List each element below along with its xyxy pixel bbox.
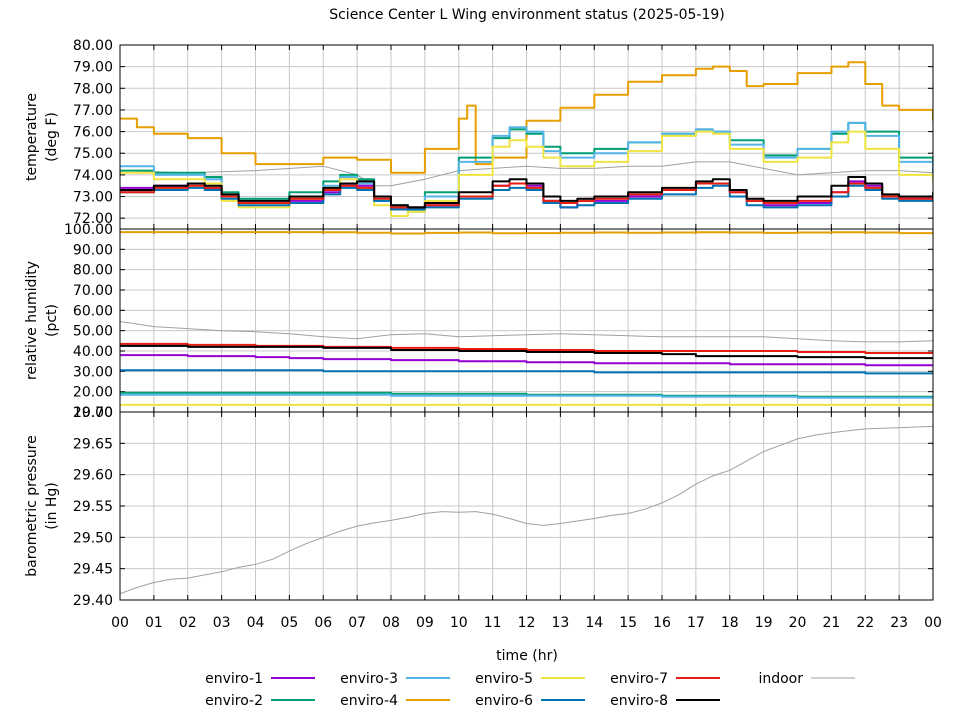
series-line-enviro-7 [120, 182, 933, 209]
y-tick-label: 90.00 [73, 242, 113, 258]
panel-humidity: 10.00 20.00 30.00 40.00 50.00 60.00 70.00 80.00… [24, 222, 934, 421]
y-tick-label: 77.00 [73, 103, 113, 119]
y-tick-label: 75.00 [73, 146, 113, 162]
y-axis-title-line: (deg F) [44, 112, 60, 162]
panel-temperature: 72.00 73.00 74.00 75.00 76.00 77.00 78.00 79.00… [24, 38, 934, 230]
y-tick-label: 70.00 [73, 283, 113, 299]
x-tick-label: 11 [484, 615, 502, 631]
x-tick-label: 12 [518, 615, 536, 631]
x-tick-label: 07 [348, 615, 366, 631]
legend-label-enviro-8: enviro-8 [610, 693, 668, 709]
series-line-enviro-4 [120, 231, 933, 235]
x-tick-label: 08 [382, 615, 400, 631]
x-tick-label: 21 [822, 615, 840, 631]
y-tick-label: 73.00 [73, 190, 113, 206]
y-tick-label: 76.00 [73, 125, 113, 141]
y-tick-label: 40.00 [73, 344, 113, 360]
y-tick-label: 30.00 [73, 364, 113, 380]
y-tick-label: 29.60 [73, 468, 113, 484]
y-axis-title-line: barometric pressure [24, 435, 40, 576]
x-tick-label: 01 [145, 615, 163, 631]
y-tick-label: 72.00 [73, 211, 113, 227]
y-tick-label: 60.00 [73, 303, 113, 319]
series-line-enviro-3 [120, 393, 933, 399]
series-line-indoor [120, 321, 933, 343]
series-line-enviro-7 [120, 342, 933, 354]
panel-frame [119, 411, 934, 601]
series-line-enviro-5 [120, 130, 933, 217]
y-tick-label: 74.00 [73, 168, 113, 184]
y-axis-title-line: (pct) [44, 304, 60, 337]
y-tick-label: 79.00 [73, 60, 113, 76]
legend-label-indoor: indoor [758, 671, 803, 687]
legend-label-enviro-3: enviro-3 [340, 671, 398, 687]
x-tick-label: 02 [179, 615, 197, 631]
y-axis-title-line: relative humidity [24, 261, 40, 380]
y-tick-label: 20.00 [73, 385, 113, 401]
y-tick-label: 29.70 [73, 405, 113, 421]
legend-label-enviro-2: enviro-2 [205, 693, 263, 709]
legend-label-enviro-6: enviro-6 [475, 693, 533, 709]
x-tick-label: 00 [924, 615, 942, 631]
x-tick-label: 23 [890, 615, 908, 631]
x-axis-title: time (hr) [496, 648, 558, 664]
x-tick-label: 15 [619, 615, 637, 631]
y-tick-label: 100.00 [64, 222, 113, 238]
y-tick-label: 10.00 [73, 405, 113, 421]
x-tick-labels: 00 01 02 03 04 05 06 07 08 09 10 11 12 13 14 15 16 17 18 19… [111, 615, 942, 631]
x-tick-label: 17 [687, 615, 705, 631]
x-tick-label: 22 [856, 615, 874, 631]
y-tick-label: 29.65 [73, 436, 113, 452]
y-tick-label: 29.55 [73, 499, 113, 515]
y-axis-title-line: (in Hg) [44, 482, 60, 530]
y-tick-label: 80.00 [73, 263, 113, 279]
x-tick-label: 10 [450, 615, 468, 631]
x-tick-label: 05 [280, 615, 298, 631]
x-tick-label: 04 [247, 615, 265, 631]
y-tick-label: 29.45 [73, 562, 113, 578]
legend-label-enviro-5: enviro-5 [475, 671, 533, 687]
series-line-enviro-4 [120, 61, 933, 174]
y-tick-label: 29.40 [73, 593, 113, 609]
series-line-enviro-6 [120, 369, 933, 375]
x-tick-label: 03 [213, 615, 231, 631]
x-tick-label: 00 [111, 615, 129, 631]
series-line-enviro-8 [120, 176, 933, 209]
x-tick-label: 06 [314, 615, 332, 631]
y-tick-label: 80.00 [73, 38, 113, 54]
series-line-enviro-8 [120, 344, 933, 360]
legend-label-enviro-4: enviro-4 [340, 693, 398, 709]
chart-title: Science Center L Wing environment status… [329, 7, 725, 23]
x-tick-label: 20 [789, 615, 807, 631]
y-tick-label: 78.00 [73, 81, 113, 97]
panel-pressure: 29.40 29.45 29.50 29.55 29.60 29.65 29.70 barom… [24, 405, 934, 609]
x-tick-label: 13 [551, 615, 569, 631]
series-line-indoor [120, 161, 933, 187]
series-line-indoor [120, 425, 933, 595]
legend: enviro-1 enviro-3 enviro-5 enviro-7 indoor en… [205, 671, 855, 709]
x-tick-label: 09 [416, 615, 434, 631]
y-tick-label: 29.50 [73, 530, 113, 546]
x-tick-label: 14 [585, 615, 603, 631]
y-tick-label: 50.00 [73, 324, 113, 340]
x-tick-label: 18 [721, 615, 739, 631]
series-line-enviro-1 [120, 354, 933, 367]
y-axis-title-line: temperature [24, 93, 40, 181]
x-tick-label: 16 [653, 615, 671, 631]
legend-label-enviro-1: enviro-1 [205, 671, 263, 687]
x-tick-label: 19 [755, 615, 773, 631]
legend-label-enviro-7: enviro-7 [610, 671, 668, 687]
